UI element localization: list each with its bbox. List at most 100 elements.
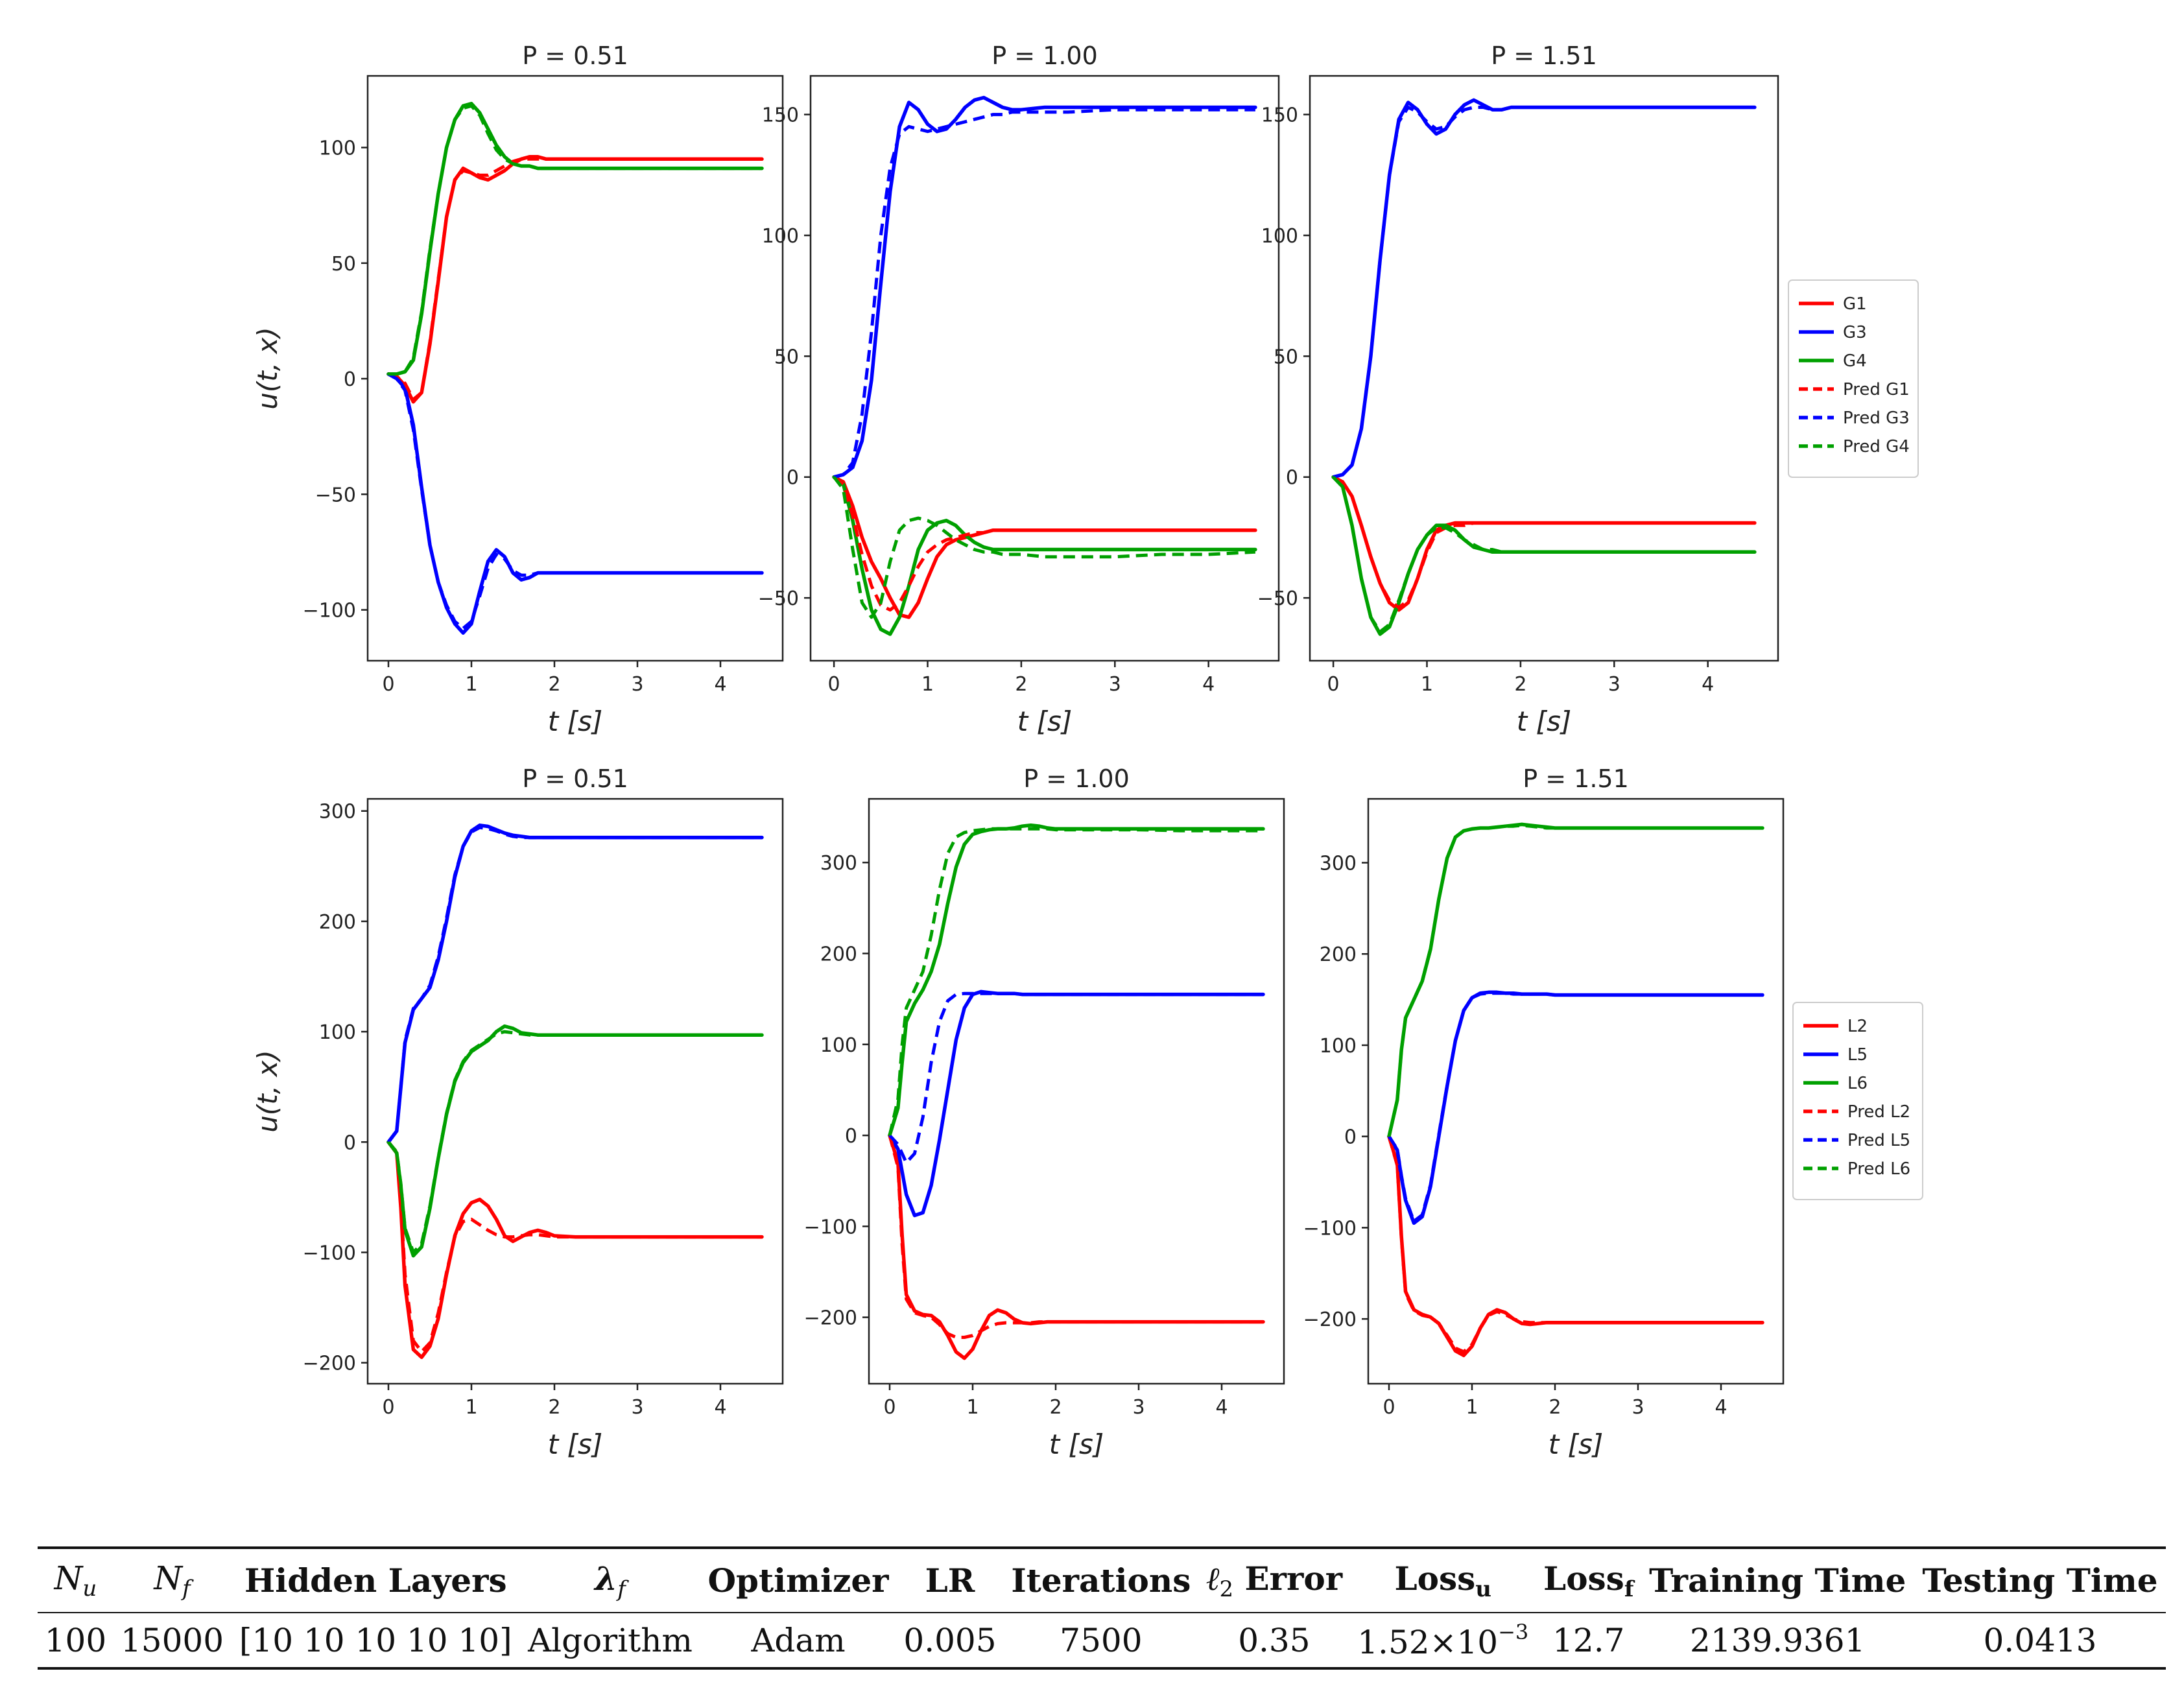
legend-label: G3 xyxy=(1843,323,1867,342)
x-tick-label: 3 xyxy=(1632,1396,1644,1419)
y-tick-label: 50 xyxy=(1274,346,1298,368)
y-tick-label: 50 xyxy=(774,346,799,368)
y-tick-label: 0 xyxy=(1344,1126,1357,1149)
y-tick-label: 100 xyxy=(820,1034,857,1057)
cell-nf: 15000 xyxy=(120,1621,224,1659)
plot-frame xyxy=(1309,75,1779,662)
legend-label: G1 xyxy=(1843,294,1867,314)
panel-title: P = 1.00 xyxy=(1023,764,1130,793)
x-tick-label: 1 xyxy=(921,673,934,696)
y-tick-label: 200 xyxy=(820,943,857,965)
panel-title: P = 0.51 xyxy=(522,764,628,793)
y-tick-label: 100 xyxy=(319,137,356,160)
panel-title: P = 0.51 xyxy=(522,41,628,70)
y-axis-label: u(t, x) xyxy=(252,1050,283,1132)
header-training-time: Training Time xyxy=(1649,1561,1906,1600)
cell-lr: 0.005 xyxy=(903,1621,997,1659)
cell-loss-u: 1.52×10−3 xyxy=(1357,1619,1529,1661)
series-line-g3 xyxy=(1331,98,1757,479)
x-tick-label: 0 xyxy=(1327,673,1340,696)
series-line-g1 xyxy=(386,155,764,404)
series-line-l6 xyxy=(386,1024,764,1258)
legend-label: Pred L2 xyxy=(1847,1102,1910,1122)
x-axis-label: t [s] xyxy=(1549,1428,1603,1460)
header-optimizer: Optimizer xyxy=(707,1561,889,1600)
y-tick-label: 50 xyxy=(331,253,356,276)
y-tick-label: 100 xyxy=(319,1021,356,1044)
legend-label: G4 xyxy=(1843,351,1867,371)
series-line-l5 xyxy=(1387,990,1764,1225)
chart-panel-3: P = 1.51 0 1 2 3 4 −50 0 50 100 150 t [s] xyxy=(1257,41,1779,737)
legend-box xyxy=(1788,279,1919,478)
x-tick-label: 3 xyxy=(1109,673,1121,696)
y-tick-label: 100 xyxy=(762,225,799,248)
y-tick-label: 150 xyxy=(762,104,799,127)
series-line-pred-l5 xyxy=(1387,991,1763,1223)
y-tick-label: 300 xyxy=(319,801,356,823)
legend-label: Pred G1 xyxy=(1843,380,1910,399)
x-tick-label: 3 xyxy=(1608,673,1620,696)
cell-iterations: 7500 xyxy=(1060,1621,1143,1659)
header-nf: Nf xyxy=(154,1559,191,1602)
x-tick-label: 1 xyxy=(1421,673,1433,696)
legend-label: Pred G3 xyxy=(1843,408,1910,428)
results-table: Nu Nf Hidden Layers λf Optimizer LR Iter… xyxy=(38,1546,2166,1670)
x-tick-label: 4 xyxy=(1715,1396,1727,1419)
panel-title: P = 1.00 xyxy=(991,41,1098,70)
legend-label: L6 xyxy=(1847,1074,1868,1093)
y-tick-label: −50 xyxy=(758,587,799,610)
legend-label: L5 xyxy=(1847,1045,1868,1065)
plot-frame xyxy=(868,798,1285,1385)
x-tick-label: 2 xyxy=(548,1396,560,1419)
cell-testing-time: 0.0413 xyxy=(1983,1621,2097,1659)
y-tick-label: −50 xyxy=(1257,587,1298,610)
series-line-l6 xyxy=(888,823,1265,1137)
y-tick-label: −200 xyxy=(303,1353,356,1375)
series-line-pred-l6 xyxy=(888,827,1263,1136)
x-tick-label: 2 xyxy=(1049,1396,1062,1419)
plot-frame xyxy=(1367,798,1785,1385)
plot-frame xyxy=(366,798,784,1385)
x-axis-label: t [s] xyxy=(1049,1428,1104,1460)
y-tick-label: 0 xyxy=(787,467,799,490)
x-tick-label: 4 xyxy=(714,673,726,696)
chart-panel-2: P = 1.00 0 1 2 3 4 −50 0 50 100 150 t [s] xyxy=(758,41,1280,737)
series-line-pred-g4 xyxy=(388,104,762,376)
series-line-pred-l2 xyxy=(888,1135,1263,1339)
y-tick-label: 200 xyxy=(1320,943,1357,966)
y-tick-label: 0 xyxy=(344,368,356,391)
series-line-pred-g4 xyxy=(833,476,1256,619)
series-line-l2 xyxy=(386,1140,764,1359)
y-tick-label: −50 xyxy=(315,484,356,506)
series-line-pred-g1 xyxy=(1332,475,1755,610)
series-line-pred-g3 xyxy=(387,372,762,630)
x-tick-label: 0 xyxy=(1383,1396,1395,1419)
y-tick-label: 100 xyxy=(1261,225,1298,248)
chart-legend-legend_bottom: L2 L5 L6 Pred L2 Pred L5 Pred L6 xyxy=(1792,1002,1923,1200)
series-line-g3 xyxy=(832,95,1257,479)
series-line-pred-l2 xyxy=(387,1141,762,1354)
x-tick-label: 3 xyxy=(631,673,643,696)
header-l2-error: ℓ2 Error xyxy=(1205,1559,1343,1602)
series-line-pred-l6 xyxy=(1387,823,1763,1137)
y-tick-label: 200 xyxy=(319,911,356,934)
header-testing-time: Testing Time xyxy=(1922,1561,2158,1600)
y-tick-label: −100 xyxy=(804,1216,857,1238)
header-lambda: λf xyxy=(595,1559,626,1602)
header-iterations: Iterations xyxy=(1011,1561,1191,1600)
series-line-pred-g3 xyxy=(1333,106,1755,479)
series-line-g1 xyxy=(832,475,1257,619)
series-line-pred-l2 xyxy=(1387,1136,1763,1354)
y-tick-label: 300 xyxy=(1320,853,1357,875)
x-tick-label: 1 xyxy=(1466,1396,1478,1419)
x-axis-label: t [s] xyxy=(1017,705,1072,737)
panel-title: P = 1.51 xyxy=(1523,764,1629,793)
panel-title: P = 1.51 xyxy=(1491,41,1597,70)
chart-panel-5: P = 1.00 0 1 2 3 4 −200 −100 0 100 200 300 t [s] xyxy=(804,764,1285,1460)
x-tick-label: 0 xyxy=(382,673,394,696)
x-tick-label: 4 xyxy=(714,1396,726,1419)
chart-panel-4: P = 0.51 0 1 2 3 4 −200 −100 0 100 200 300 t [s] u(t,… xyxy=(252,764,784,1460)
header-loss-f: Lossf xyxy=(1543,1559,1634,1602)
series-line-l2 xyxy=(888,1133,1265,1360)
y-tick-label: −100 xyxy=(1303,1217,1357,1240)
